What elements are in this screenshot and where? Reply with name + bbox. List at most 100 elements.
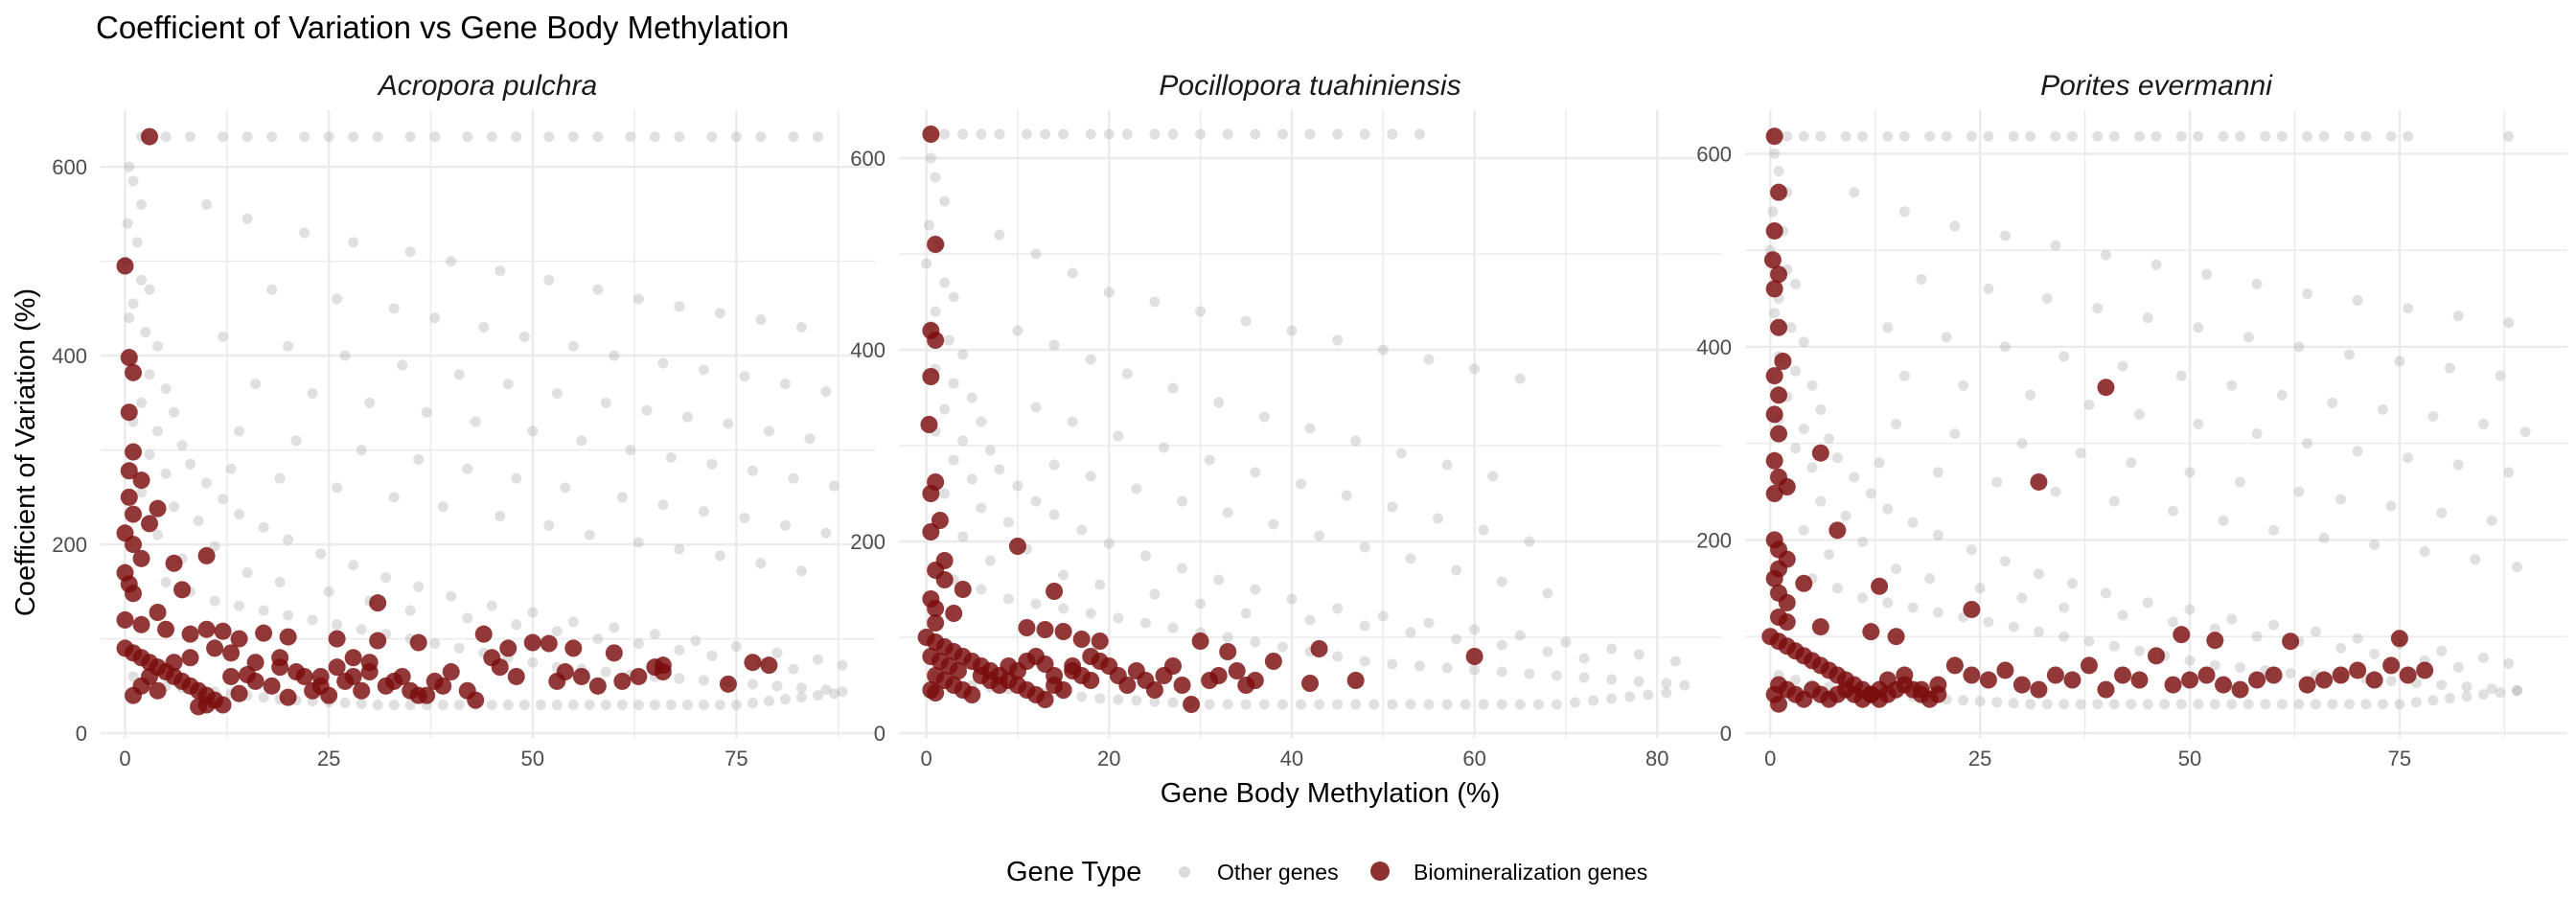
other-gene-point [730, 131, 742, 143]
other-gene-point [1113, 612, 1124, 624]
other-gene-point [462, 131, 473, 143]
other-gene-point [1314, 699, 1325, 710]
other-gene-point [551, 700, 563, 711]
biomineralization-gene-point [279, 628, 297, 646]
other-gene-point [1932, 607, 1944, 618]
other-gene-point [1999, 341, 2011, 353]
other-gene-point [1790, 675, 1802, 686]
other-gene-point [2276, 699, 2288, 710]
y-tick-label: 400 [1696, 335, 1732, 359]
other-gene-point [1158, 442, 1169, 453]
biomineralization-gene-point [1765, 221, 1783, 240]
other-gene-point [1286, 593, 1298, 605]
biomineralization-gene-point [2080, 656, 2098, 675]
biomineralization-gene-point [149, 681, 167, 700]
other-gene-point [348, 237, 359, 248]
other-gene-point [1268, 518, 1279, 530]
other-gene-point [1815, 130, 1827, 142]
biomineralization-gene-point [2332, 666, 2350, 684]
biomineralization-gene-point [2063, 671, 2082, 689]
biomineralization-gene-point [165, 654, 183, 672]
other-gene-point [1002, 517, 1014, 528]
other-gene-point [2235, 476, 2246, 488]
other-gene-point [2033, 568, 2044, 580]
other-gene-point [242, 567, 253, 579]
other-gene-point [1769, 308, 1781, 319]
other-gene-point [1222, 128, 1233, 140]
biomineralization-gene-point [954, 581, 972, 598]
other-gene-point [1924, 573, 1936, 585]
biomineralization-gene-point [1118, 677, 1137, 694]
other-gene-point [1806, 462, 1818, 473]
other-gene-point [242, 213, 253, 224]
other-gene-point [1469, 363, 1481, 375]
other-gene-point [2268, 619, 2280, 631]
other-gene-point [502, 379, 514, 390]
other-gene-point [486, 700, 497, 711]
other-gene-point [453, 700, 465, 711]
biomineralization-gene-point [2046, 666, 2064, 684]
other-gene-point [1898, 206, 1910, 218]
other-gene-point [1423, 354, 1435, 365]
other-gene-point [453, 642, 465, 654]
other-gene-point [1451, 564, 1462, 576]
other-gene-point [2452, 459, 2464, 471]
other-gene-point [1974, 696, 1986, 707]
other-gene-point [152, 340, 164, 352]
other-gene-point [136, 487, 148, 498]
other-gene-point [1350, 435, 1362, 447]
biomineralization-gene-point [507, 667, 525, 685]
other-gene-point [2369, 539, 2380, 550]
other-gene-point [2268, 524, 2280, 536]
biomineralization-gene-point [523, 633, 541, 652]
other-gene-point [2377, 699, 2388, 710]
other-gene-point [1030, 598, 1042, 610]
biomineralization-gene-point [1963, 600, 1981, 618]
other-gene-point [290, 435, 302, 447]
other-gene-point [397, 359, 408, 371]
biomineralization-gene-point [572, 667, 590, 685]
other-gene-point [2126, 457, 2137, 469]
biomineralization-gene-point [328, 658, 346, 677]
other-gene-point [2218, 515, 2229, 526]
other-gene-point [1387, 128, 1398, 140]
other-gene-point [140, 326, 151, 337]
other-gene-point [930, 172, 941, 183]
other-gene-point [160, 468, 172, 479]
other-gene-point [2066, 130, 2078, 142]
biomineralization-gene-point [990, 677, 1008, 694]
biomineralization-gene-point [963, 686, 981, 703]
other-gene-point [1857, 130, 1869, 142]
other-gene-point [543, 274, 555, 286]
other-gene-point [795, 692, 807, 703]
other-gene-point [1368, 699, 1380, 710]
y-tick-label: 600 [850, 147, 886, 171]
other-gene-point [2260, 130, 2271, 142]
panel-title: Pocillopora tuahiniensis [1159, 70, 1460, 102]
biomineralization-gene-point [120, 462, 138, 480]
other-gene-point [2486, 515, 2497, 526]
other-gene-point [124, 312, 135, 324]
other-gene-point [788, 131, 799, 143]
biomineralization-gene-point [605, 644, 623, 662]
other-gene-point [2385, 130, 2397, 142]
other-gene-point [1121, 368, 1133, 380]
biomineralization-gene-point [125, 536, 143, 554]
biomineralization-gene-point [120, 488, 138, 506]
other-gene-point [1798, 424, 1809, 435]
other-gene-point [2008, 130, 2019, 142]
biomineralization-gene-point [556, 663, 574, 681]
biomineralization-gene-point [2097, 379, 2115, 397]
other-gene-point [388, 303, 400, 314]
other-gene-point [1222, 507, 1233, 518]
other-gene-point [2033, 626, 2044, 637]
other-gene-point [1806, 380, 1818, 391]
other-gene-point [1949, 428, 1961, 440]
x-tick-label: 0 [119, 747, 130, 770]
other-gene-point [1067, 416, 1078, 427]
biomineralization-gene-point [125, 443, 143, 461]
biomineralization-gene-point [1765, 451, 1783, 470]
biomineralization-gene-point [222, 667, 241, 685]
other-gene-point [2302, 438, 2313, 449]
other-gene-point [2477, 419, 2489, 429]
